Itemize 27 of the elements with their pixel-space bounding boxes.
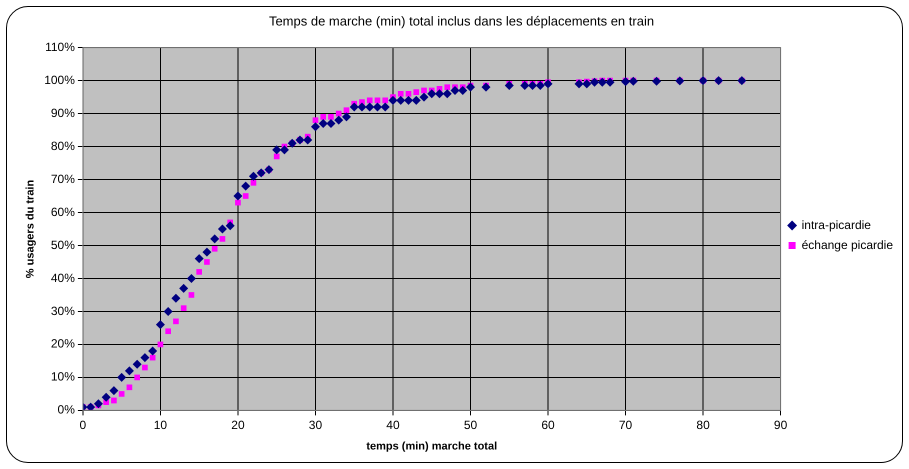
x-axis-title: temps (min) marche total [366,440,498,452]
y-tick-label: 50% [50,238,76,252]
x-tick-label: 20 [231,418,245,432]
y-tick-label: 110% [45,40,76,54]
y-tick-label: 60% [50,204,76,219]
x-tick-label: 10 [154,418,168,432]
x-tick-label: 0 [80,418,87,432]
x-tick-label: 30 [308,418,322,432]
y-tick-label: 10% [50,370,76,384]
y-tick-label: 90% [50,106,76,120]
y-tick-label: 70% [50,172,76,186]
x-tick-label: 50 [464,418,478,432]
y-tick-label: 80% [50,138,76,153]
x-tick-label: 80 [696,418,710,432]
y-tick-label: 20% [50,336,76,351]
legend-label: intra-picardie [802,218,872,232]
y-axis-title: % usagers du train [24,180,37,278]
y-tick-label: 0% [58,402,76,417]
chart-title: Temps de marche (min) total inclus dans les déplacements en train [268,13,654,28]
y-tick-label: 30% [50,304,76,318]
y-tick-label: 100% [44,72,76,87]
x-tick-label: 60 [541,418,556,432]
x-tick-label: 90 [774,418,788,432]
legend-label: échange picardie [802,238,894,252]
x-tick-label: 40 [386,418,400,432]
y-tick-label: 40% [50,270,76,285]
x-tick-label: 70 [618,418,633,432]
